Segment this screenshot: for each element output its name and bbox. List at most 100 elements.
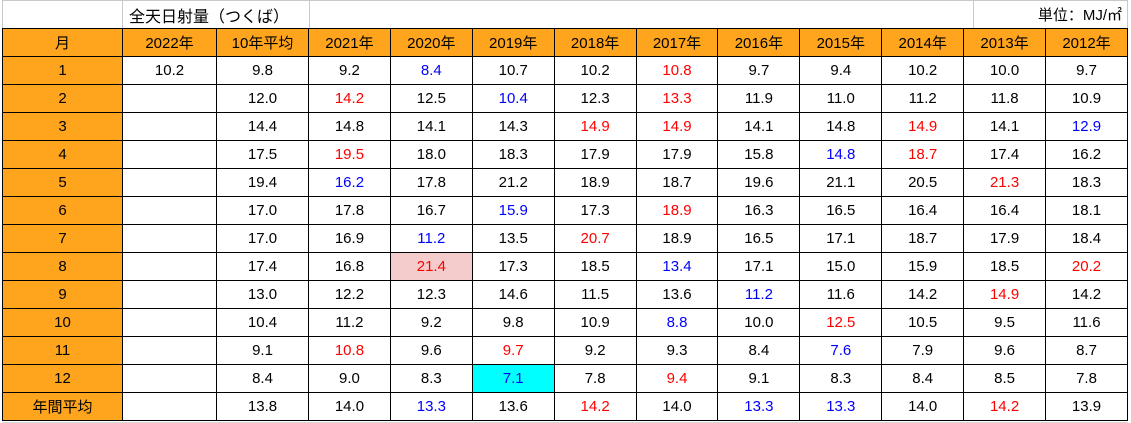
table-cell[interactable]: 10.9 [553,308,637,337]
table-cell[interactable]: 18.7 [635,168,719,197]
table-cell[interactable]: 8.5 [963,364,1047,393]
table-cell[interactable]: 7.1 [471,364,555,393]
row-label[interactable]: 3 [2,112,123,141]
table-cell[interactable]: 10.7 [471,56,555,85]
table-cell[interactable]: 13.6 [471,392,555,421]
table-cell[interactable]: 9.0 [308,364,391,393]
sheet-title-cell[interactable]: 全天日射量（つくば） [123,1,310,28]
table-cell[interactable]: 10.0 [963,56,1047,85]
table-cell[interactable]: 14.3 [471,112,555,141]
table-cell[interactable]: 9.2 [308,56,391,85]
table-cell[interactable]: 16.7 [389,196,473,225]
table-cell[interactable]: 18.4 [1045,224,1128,253]
table-cell[interactable]: 15.8 [717,140,801,169]
table-cell[interactable]: 9.4 [635,364,719,393]
table-cell[interactable]: 11.6 [1045,308,1128,337]
table-cell[interactable]: 9.7 [1045,56,1128,85]
table-cell[interactable]: 13.3 [635,84,719,113]
table-cell[interactable]: 8.7 [1045,336,1128,365]
table-cell[interactable]: 10.4 [216,308,309,337]
table-cell[interactable]: 15.0 [799,252,883,281]
table-cell[interactable]: 14.8 [799,112,883,141]
row-label[interactable]: 11 [2,336,123,365]
table-cell[interactable]: 18.7 [881,224,965,253]
table-cell[interactable]: 13.0 [216,280,309,309]
table-cell[interactable]: 17.8 [308,196,391,225]
table-cell[interactable]: 14.0 [635,392,719,421]
table-cell[interactable]: 9.1 [717,364,801,393]
table-cell[interactable]: 21.2 [471,168,555,197]
table-cell[interactable]: 17.1 [717,252,801,281]
empty-cell[interactable] [310,1,974,28]
row-label[interactable]: 8 [2,252,123,281]
table-cell[interactable]: 13.9 [1045,392,1128,421]
row-label[interactable]: 1 [2,56,123,85]
row-label[interactable]: 5 [2,168,123,197]
table-cell[interactable]: 10.2 [881,56,965,85]
table-cell[interactable]: 18.9 [635,196,719,225]
table-cell[interactable]: 10.4 [471,84,555,113]
table-cell[interactable]: 10.9 [1045,84,1128,113]
table-cell[interactable]: 12.3 [389,280,473,309]
table-cell[interactable]: 8.4 [881,364,965,393]
column-header[interactable]: 2016年 [717,28,801,57]
table-cell[interactable]: 16.9 [308,224,391,253]
row-label[interactable]: 4 [2,140,123,169]
table-cell[interactable]: 9.8 [471,308,555,337]
table-cell[interactable]: 9.1 [216,336,309,365]
column-header[interactable]: 2020年 [389,28,473,57]
table-cell[interactable]: 17.9 [553,140,637,169]
table-cell[interactable]: 14.1 [717,112,801,141]
table-cell[interactable]: 9.5 [963,308,1047,337]
table-cell[interactable]: 14.0 [308,392,391,421]
table-cell[interactable]: 11.6 [799,280,883,309]
table-cell[interactable]: 9.2 [389,308,473,337]
table-cell[interactable]: 19.4 [216,168,309,197]
table-cell[interactable]: 9.7 [471,336,555,365]
table-cell[interactable]: 16.4 [881,196,965,225]
table-cell[interactable]: 11.0 [799,84,883,113]
table-cell[interactable]: 12.5 [389,84,473,113]
table-cell[interactable]: 13.3 [717,392,801,421]
table-cell[interactable] [122,140,217,169]
table-cell[interactable]: 14.1 [389,112,473,141]
table-cell[interactable]: 8.3 [389,364,473,393]
table-cell[interactable]: 14.2 [1045,280,1128,309]
table-cell[interactable]: 7.8 [1045,364,1128,393]
table-cell[interactable]: 17.5 [216,140,309,169]
table-cell[interactable]: 16.2 [308,168,391,197]
table-cell[interactable]: 18.5 [553,252,637,281]
table-cell[interactable]: 17.0 [216,224,309,253]
column-header[interactable]: 2021年 [308,28,391,57]
table-cell[interactable]: 7.9 [881,336,965,365]
table-cell[interactable]: 16.2 [1045,140,1128,169]
row-label[interactable]: 12 [2,364,123,393]
table-cell[interactable]: 18.5 [963,252,1047,281]
column-header[interactable]: 2019年 [471,28,555,57]
column-header[interactable]: 2013年 [963,28,1047,57]
table-cell[interactable]: 10.8 [308,336,391,365]
table-cell[interactable]: 7.8 [553,364,637,393]
column-header[interactable]: 2015年 [799,28,883,57]
table-cell[interactable]: 18.9 [553,168,637,197]
table-cell[interactable]: 14.9 [963,280,1047,309]
table-cell[interactable]: 16.4 [963,196,1047,225]
table-cell[interactable]: 13.6 [635,280,719,309]
table-cell[interactable]: 11.9 [717,84,801,113]
table-cell[interactable]: 8.4 [216,364,309,393]
table-cell[interactable] [122,308,217,337]
table-cell[interactable]: 16.5 [717,224,801,253]
column-header[interactable]: 10年平均 [216,28,309,57]
table-cell[interactable]: 20.2 [1045,252,1128,281]
table-cell[interactable]: 9.4 [799,56,883,85]
table-cell[interactable]: 18.3 [471,140,555,169]
table-cell[interactable]: 19.6 [717,168,801,197]
table-cell[interactable]: 11.8 [963,84,1047,113]
table-cell[interactable]: 14.6 [471,280,555,309]
table-cell[interactable] [122,168,217,197]
table-cell[interactable]: 14.1 [963,112,1047,141]
table-cell[interactable]: 9.8 [216,56,309,85]
table-cell[interactable]: 20.5 [881,168,965,197]
table-cell[interactable]: 13.5 [471,224,555,253]
unit-label-cell[interactable]: 単位：MJ/㎡ [974,1,1128,28]
